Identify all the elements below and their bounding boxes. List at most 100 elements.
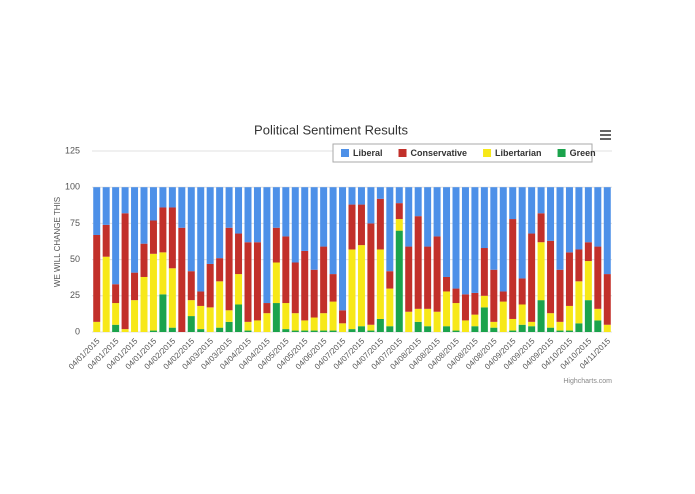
legend-label: Libertarian	[495, 148, 542, 158]
bar-segment	[509, 318, 517, 331]
bar-segment	[301, 250, 309, 321]
bar-segment	[168, 207, 176, 269]
bar-segment	[528, 233, 536, 322]
bar-segment	[357, 204, 365, 246]
bar-segment	[480, 295, 488, 308]
bar-segment	[565, 252, 573, 306]
bar-segment	[414, 216, 422, 309]
bar-segment	[225, 310, 233, 322]
bar-segment	[291, 330, 299, 332]
bar-segment	[131, 187, 139, 273]
y-tick-label: 125	[65, 145, 80, 155]
bar-segment	[197, 305, 205, 330]
bar-segment	[282, 236, 290, 304]
bar-segment	[565, 305, 573, 331]
bar-segment	[348, 204, 356, 250]
bar-segment	[452, 330, 460, 332]
bar-segment	[565, 330, 573, 332]
bar-segment	[339, 310, 347, 324]
bar-segment	[490, 187, 498, 270]
bar-segment	[197, 187, 205, 292]
bar-segment	[376, 249, 384, 319]
chart-title: Political Sentiment Results	[254, 122, 408, 137]
bar-segment	[339, 323, 347, 332]
bar-segment	[272, 187, 280, 228]
bar-segment	[272, 227, 280, 263]
bar-segment	[235, 274, 243, 305]
credits: Highcharts.com	[563, 378, 612, 385]
bar-segment	[102, 187, 110, 225]
bar-segment	[471, 326, 479, 332]
bar-segment	[424, 187, 432, 247]
bar-segment	[159, 207, 167, 253]
bar-segment	[594, 320, 602, 332]
legend-item[interactable]: Liberal	[341, 148, 383, 158]
bar-segment	[348, 187, 356, 205]
bar-segment	[225, 321, 233, 332]
bar-segment	[301, 320, 309, 331]
bar-segment	[244, 330, 252, 332]
bar-segment	[518, 187, 526, 279]
legend-item[interactable]: Libertarian	[483, 148, 542, 158]
y-axis-title: WE WILL CHANGE THIS	[53, 197, 62, 287]
bar-segment	[357, 245, 365, 327]
bar-segment	[452, 303, 460, 331]
bar-segment	[556, 269, 564, 322]
bar-segment	[206, 263, 214, 308]
bar-segment	[225, 227, 233, 311]
bar-segment	[149, 187, 157, 221]
bar-segment	[414, 187, 422, 217]
bar-segment	[187, 316, 195, 332]
bar-segment	[206, 307, 214, 332]
bar-segment	[386, 288, 394, 327]
bar-segment	[547, 327, 555, 332]
bar-segment	[443, 326, 451, 332]
bar-segment	[102, 224, 110, 257]
bar-segment	[93, 187, 101, 235]
legend-item[interactable]: Green	[557, 148, 596, 158]
bar-segment	[339, 187, 347, 311]
bar-segment	[291, 262, 299, 314]
bar-segment	[112, 324, 120, 332]
bar-segment	[414, 308, 422, 322]
bar-segment	[367, 187, 375, 224]
bar-segment	[518, 324, 526, 332]
bar-segment	[197, 329, 205, 332]
menu-icon[interactable]	[600, 130, 611, 140]
bar-segment	[357, 187, 365, 205]
legend-label: Conservative	[411, 148, 468, 158]
bar-segment	[547, 187, 555, 241]
bar-segment	[320, 313, 328, 331]
legend-label: Liberal	[353, 148, 383, 158]
bar-segment	[376, 187, 384, 199]
bar-segment	[348, 249, 356, 330]
bar-segment	[263, 303, 271, 314]
bar-segment	[376, 318, 384, 332]
bar-segment	[149, 220, 157, 254]
bar-segment	[461, 294, 469, 321]
bar-segment	[93, 321, 101, 332]
bar-segment	[301, 330, 309, 332]
bar-segment	[405, 311, 413, 332]
bar-segment	[395, 203, 403, 220]
bar-segment	[216, 281, 224, 328]
bar-segment	[518, 278, 526, 305]
bar-segment	[461, 320, 469, 332]
bar-segment	[187, 187, 195, 272]
bar-segment	[443, 187, 451, 277]
bar-segment	[499, 301, 507, 332]
bar-segment	[140, 276, 148, 332]
bar-segment	[499, 187, 507, 292]
menu-bar	[600, 134, 611, 136]
bar-segment	[216, 187, 224, 259]
bar-segment	[225, 187, 233, 228]
bar-segment	[112, 187, 120, 285]
bar-segment	[291, 313, 299, 331]
bar-segment	[310, 187, 318, 270]
bar-segment	[518, 304, 526, 325]
legend-item[interactable]: Conservative	[398, 148, 468, 158]
menu-bar	[600, 138, 611, 140]
bar-segment	[584, 300, 592, 332]
bar-segment	[584, 261, 592, 301]
